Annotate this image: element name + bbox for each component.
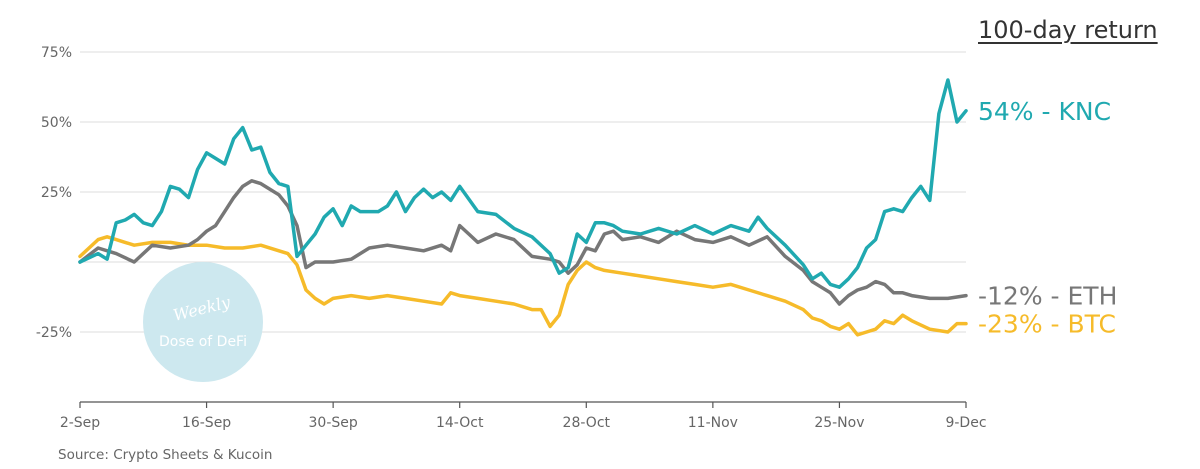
- x-tick-label: 11-Nov: [688, 415, 738, 431]
- x-axis-ticks: 2-Sep 16-Sep 30-Sep 14-Oct 28-Oct 11-Nov 25-No…: [60, 402, 987, 431]
- watermark-circle: [143, 262, 263, 382]
- x-tick-label: 30-Sep: [309, 415, 358, 431]
- legend-title: 100-day return: [978, 16, 1158, 44]
- y-axis-ticks: 75% 50% 25% -25%: [36, 45, 72, 341]
- y-tick-label: 50%: [41, 115, 72, 131]
- watermark-logo: Weekly Dose of DeFi: [143, 262, 263, 382]
- watermark-text-bottom: Dose of DeFi: [159, 334, 247, 350]
- y-tick-label: 75%: [41, 45, 72, 61]
- series-line-btc: [78, 235, 968, 337]
- series-end-labels: -23% - BTC-12% - ETH 54% - KNC: [978, 97, 1117, 339]
- x-tick-label: 28-Oct: [563, 415, 611, 431]
- end-label-eth: -12% - ETH: [978, 282, 1117, 311]
- x-tick-label: 2-Sep: [60, 415, 100, 431]
- series-line-eth: [78, 179, 968, 306]
- source-note: Source: Crypto Sheets & Kucoin: [58, 447, 273, 463]
- x-tick-label: 25-Nov: [814, 415, 864, 431]
- end-label-btc: -23% - BTC: [978, 310, 1116, 339]
- series-lines: [78, 78, 968, 337]
- y-tick-label: 25%: [41, 185, 72, 201]
- x-tick-label: 16-Sep: [182, 415, 231, 431]
- x-tick-label: 9-Dec: [945, 415, 986, 431]
- y-tick-label: -25%: [36, 325, 72, 341]
- end-label-knc: 54% - KNC: [978, 97, 1111, 126]
- series-line-knc: [78, 78, 968, 289]
- x-tick-label: 14-Oct: [436, 415, 484, 431]
